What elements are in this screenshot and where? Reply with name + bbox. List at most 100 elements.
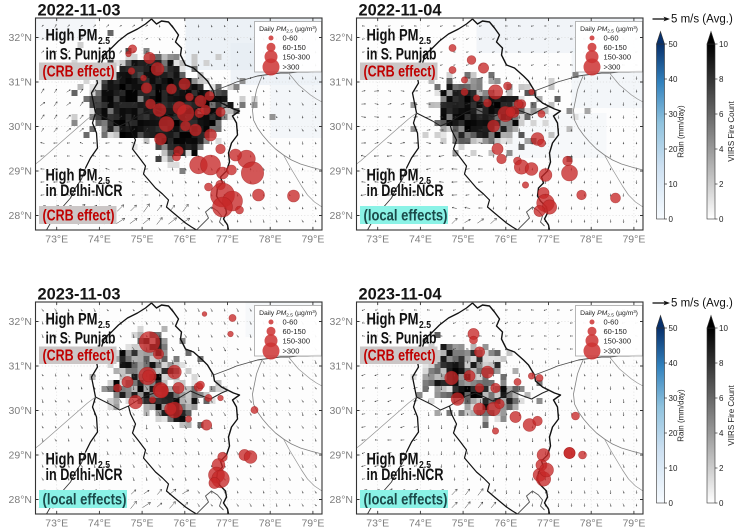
svg-text:10: 10 [719,324,728,333]
svg-text:2.5: 2.5 [98,459,110,471]
svg-text:in S. Punjab: in S. Punjab [367,330,437,348]
svg-text:(local effects): (local effects) [364,492,448,509]
svg-text:30°N: 30°N [330,121,353,133]
svg-text:75°E: 75°E [131,518,154,528]
svg-text:60-150: 60-150 [283,43,306,52]
svg-text:Rain (mm/day): Rain (mm/day) [677,389,686,442]
svg-text:75°E: 75°E [131,234,154,246]
svg-text:150-300: 150-300 [283,336,311,345]
svg-text:2.5: 2.5 [98,35,110,47]
svg-text:2.5: 2.5 [419,319,431,331]
svg-text:76°E: 76°E [494,518,517,528]
svg-text:29°N: 29°N [330,450,353,462]
svg-text:31°N: 31°N [330,361,353,373]
svg-text:73°E: 73°E [366,234,389,246]
svg-text:8: 8 [719,75,724,84]
svg-text:150-300: 150-300 [604,336,632,345]
svg-text:High PM: High PM [367,167,419,185]
svg-text:79°E: 79°E [622,234,645,246]
svg-text:0: 0 [719,499,724,508]
svg-text:32°N: 32°N [9,32,32,44]
svg-text:10: 10 [719,40,728,49]
svg-text:High PM: High PM [367,27,419,45]
svg-text:High PM: High PM [46,27,98,45]
svg-text:0: 0 [669,215,674,224]
svg-text:32°N: 32°N [9,316,32,328]
svg-text:(CRB effect): (CRB effect) [43,64,115,81]
svg-text:78°E: 78°E [580,234,603,246]
svg-text:10: 10 [669,464,678,473]
svg-text:77°E: 77°E [537,234,560,246]
svg-text:0: 0 [669,499,674,508]
svg-text:75°E: 75°E [452,234,475,246]
svg-text:28°N: 28°N [9,494,32,506]
svg-text:31°N: 31°N [330,77,353,89]
svg-text:4: 4 [719,145,724,154]
svg-text:32°N: 32°N [330,32,353,44]
svg-text:28°N: 28°N [9,210,32,222]
svg-text:32°N: 32°N [330,316,353,328]
svg-text:0-60: 0-60 [283,34,298,43]
svg-text:in S. Punjab: in S. Punjab [46,46,116,64]
svg-text:(CRB effect): (CRB effect) [364,348,436,365]
svg-text:2: 2 [719,180,724,189]
svg-text:Daily PM2.5 (µg/m³): Daily PM2.5 (µg/m³) [580,310,638,319]
svg-text:31°N: 31°N [9,361,32,373]
svg-text:6: 6 [719,394,724,403]
svg-text:in Delhi-NCR: in Delhi-NCR [367,466,444,484]
svg-text:(local effects): (local effects) [364,208,448,225]
svg-text:(local effects): (local effects) [43,492,127,509]
svg-text:28°N: 28°N [330,494,353,506]
svg-text:VIIRS Fire Count: VIIRS Fire Count [727,384,736,445]
svg-text:High PM: High PM [46,311,98,329]
svg-text:40: 40 [669,75,678,84]
svg-text:in S. Punjab: in S. Punjab [367,46,437,64]
svg-text:31°N: 31°N [9,77,32,89]
svg-text:60-150: 60-150 [604,327,627,336]
svg-text:73°E: 73°E [45,518,68,528]
svg-text:0-60: 0-60 [604,34,619,43]
svg-text:2022-11-04: 2022-11-04 [359,1,443,20]
svg-text:High PM: High PM [46,167,98,185]
svg-text:74°E: 74°E [88,234,111,246]
svg-text:78°E: 78°E [259,518,282,528]
svg-text:40: 40 [669,359,678,368]
svg-text:79°E: 79°E [301,234,324,246]
svg-text:50: 50 [669,324,678,333]
svg-text:29°N: 29°N [330,166,353,178]
svg-text:30°N: 30°N [9,121,32,133]
svg-text:76°E: 76°E [173,518,196,528]
svg-text:2023-11-04: 2023-11-04 [359,285,443,304]
svg-text:20: 20 [669,429,678,438]
svg-text:60-150: 60-150 [283,327,306,336]
svg-text:(CRB effect): (CRB effect) [43,348,115,365]
svg-text:150-300: 150-300 [604,52,632,61]
svg-text:2: 2 [719,464,724,473]
svg-text:77°E: 77°E [537,518,560,528]
svg-text:30°N: 30°N [330,405,353,417]
svg-text:Daily PM2.5 (µg/m³): Daily PM2.5 (µg/m³) [259,310,317,319]
svg-text:0-60: 0-60 [604,318,619,327]
svg-text:74°E: 74°E [409,234,432,246]
svg-text:77°E: 77°E [216,234,239,246]
svg-text:Rain (mm/day): Rain (mm/day) [677,105,686,158]
svg-text:78°E: 78°E [259,234,282,246]
svg-text:78°E: 78°E [580,518,603,528]
svg-text:Daily PM2.5 (µg/m³): Daily PM2.5 (µg/m³) [259,26,317,35]
svg-text:79°E: 79°E [622,518,645,528]
svg-text:in Delhi-NCR: in Delhi-NCR [367,182,444,200]
svg-text:6: 6 [719,110,724,119]
svg-text:2022-11-03: 2022-11-03 [38,1,121,20]
svg-text:2.5: 2.5 [98,319,110,331]
svg-text:>300: >300 [604,63,621,72]
svg-text:(CRB effect): (CRB effect) [364,64,436,81]
svg-text:10: 10 [669,180,678,189]
svg-text:4: 4 [719,429,724,438]
svg-text:73°E: 73°E [366,518,389,528]
svg-text:High PM: High PM [367,311,419,329]
svg-text:150-300: 150-300 [283,52,311,61]
svg-text:29°N: 29°N [9,450,32,462]
svg-text:5 m/s (Avg.): 5 m/s (Avg.) [671,14,733,26]
svg-text:>300: >300 [604,347,621,356]
svg-text:in Delhi-NCR: in Delhi-NCR [46,182,123,200]
